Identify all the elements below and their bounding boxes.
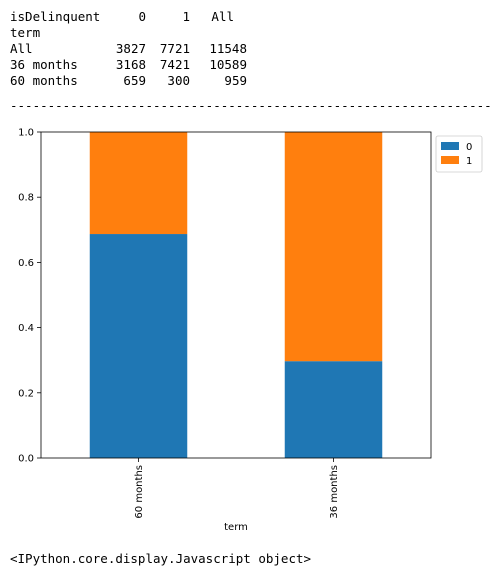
cell-1: 7421 — [159, 57, 190, 72]
x-tick-label: 36 months — [329, 465, 340, 519]
y-tick-label: 0.0 — [18, 454, 34, 465]
bar-segment — [89, 132, 188, 235]
x-axis-label: term — [224, 522, 248, 533]
cell-1: 300 — [167, 73, 190, 88]
bar-segment — [284, 361, 383, 458]
legend-swatch — [441, 142, 459, 150]
cell-0: 3827 — [115, 41, 146, 56]
cell-all: 959 — [224, 73, 247, 88]
cell-1: 7721 — [159, 41, 190, 56]
crosstab-index-name-row: term — [10, 25, 247, 41]
bar-segment — [89, 234, 188, 458]
row-label: 36 months — [10, 57, 78, 72]
legend-box — [435, 135, 483, 173]
y-tick-label: 1.0 — [18, 128, 34, 139]
legend-swatch — [441, 156, 459, 164]
output-footer: <IPython.core.display.Javascript object> — [10, 551, 312, 566]
legend-label: 0 — [466, 142, 472, 153]
cell-0: 3168 — [115, 57, 146, 72]
header-index-label: isDelinquent — [10, 9, 101, 24]
separator-line: ----------------------------------------… — [10, 99, 490, 113]
crosstab-row: 36 months 3168 7421 10589 — [10, 57, 247, 73]
crosstab-output: isDelinquent 0 1 All term All 3827 7721 … — [10, 9, 247, 89]
header-col-1: 1 — [182, 9, 190, 24]
bar-segment — [284, 132, 383, 362]
y-tick-label: 0.8 — [18, 193, 34, 204]
stacked-bar-chart: 0.0 0.2 0.4 0.6 0.8 1.0 60 months 36 months term… — [18, 128, 483, 533]
axes-frame — [40, 131, 432, 459]
y-tick-label: 0.6 — [18, 258, 34, 269]
x-tick-label: 60 months — [134, 465, 145, 519]
header-col-0: 0 — [138, 9, 146, 24]
crosstab-row: All 3827 7721 11548 — [10, 41, 247, 57]
cell-all: 10589 — [209, 57, 247, 72]
cell-all: 11548 — [209, 41, 247, 56]
legend-label: 1 — [466, 156, 472, 167]
row-label: 60 months — [10, 73, 78, 88]
cell-0: 659 — [123, 73, 146, 88]
crosstab-header-row: isDelinquent 0 1 All — [10, 9, 247, 25]
y-tick-label: 0.2 — [18, 388, 34, 399]
header-col-all: All — [211, 9, 234, 24]
index-name: term — [10, 25, 41, 40]
crosstab-row: 60 months 659 300 959 — [10, 73, 247, 89]
y-tick-label: 0.4 — [18, 323, 34, 334]
row-label: All — [10, 41, 33, 56]
